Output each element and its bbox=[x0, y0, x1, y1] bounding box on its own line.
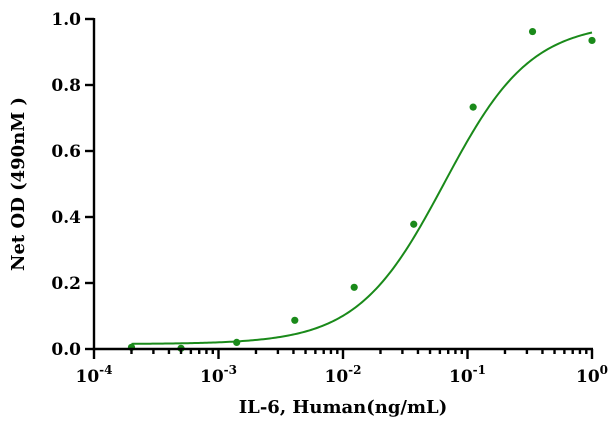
x-tick-label: 10-4 bbox=[75, 363, 112, 387]
x-ticks: 10-4 10-3 10-2 10-1 100 bbox=[75, 349, 608, 387]
x-tick-base: 10 bbox=[200, 367, 224, 387]
y-tick-label: 0.0 bbox=[51, 340, 81, 360]
fit-curve-line bbox=[131, 31, 593, 345]
x-tick-exponent: -1 bbox=[473, 363, 486, 377]
axes-layer bbox=[92, 18, 593, 351]
x-tick-exponent: -3 bbox=[224, 363, 237, 377]
x-tick-base: 10 bbox=[449, 367, 473, 387]
x-tick-base: 10 bbox=[576, 367, 600, 387]
y-tick-label: 0.4 bbox=[51, 208, 81, 228]
data-point bbox=[291, 316, 299, 324]
x-tick-exponent: 0 bbox=[600, 363, 608, 377]
x-tick-base: 10 bbox=[75, 367, 99, 387]
x-tick-exponent: -2 bbox=[348, 363, 361, 377]
y-tick-label: 1.0 bbox=[51, 10, 81, 30]
y-tick-label: 0.8 bbox=[51, 76, 81, 96]
data-point bbox=[588, 36, 596, 45]
x-tick-label: 10-2 bbox=[324, 363, 361, 387]
y-tick-label: 0.2 bbox=[51, 274, 81, 294]
y-axis-title: Net OD (490nM ) bbox=[8, 97, 29, 271]
x-tick-label: 10-1 bbox=[449, 363, 486, 387]
x-tick-exponent: -4 bbox=[99, 363, 112, 377]
x-tick-label: 10-3 bbox=[200, 363, 237, 387]
data-points-layer bbox=[127, 27, 596, 352]
data-point bbox=[410, 220, 418, 228]
x-tick-label: 100 bbox=[576, 363, 608, 387]
x-axis-title: IL-6, Human(ng/mL) bbox=[239, 397, 447, 418]
x-tick-base: 10 bbox=[324, 367, 348, 387]
data-point bbox=[350, 283, 358, 291]
data-point bbox=[528, 27, 537, 36]
y-tick-label: 0.6 bbox=[51, 142, 81, 162]
data-point bbox=[233, 338, 241, 346]
y-ticks: 0.0 0.2 0.4 0.6 0.8 1.0 bbox=[51, 10, 94, 360]
fit-curve-layer bbox=[131, 31, 593, 345]
data-point bbox=[469, 103, 477, 111]
